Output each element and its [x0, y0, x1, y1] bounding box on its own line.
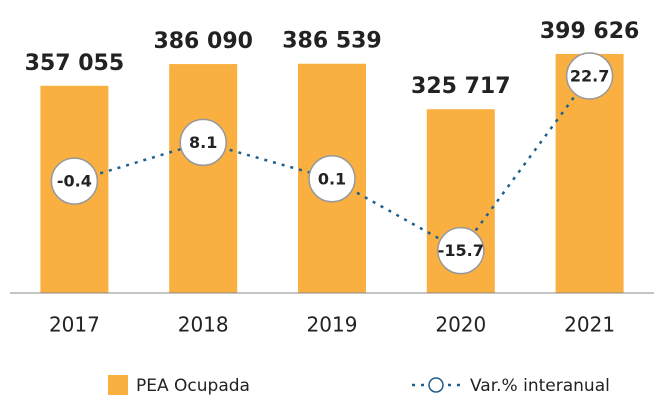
marker: [179, 118, 227, 167]
data-label: 0.1: [318, 169, 346, 188]
data-label: 325 717: [411, 74, 511, 99]
data-label: 22.7: [570, 66, 609, 85]
marker: [565, 52, 614, 100]
legend-label: Var.% interanual: [470, 376, 610, 396]
line: [74, 75, 591, 253]
data-label: 386 539: [282, 29, 382, 54]
data-label: 399 626: [540, 19, 640, 44]
x-tick-label: 2020: [435, 313, 486, 337]
legend-swatch: [108, 375, 128, 395]
data-label: 8.1: [189, 133, 217, 152]
marker: [50, 157, 99, 205]
data-label: 386 090: [153, 29, 253, 54]
data-label: -15.7: [438, 241, 484, 260]
x-tick-label: 2019: [307, 313, 358, 337]
marker: [308, 155, 356, 203]
marker: [437, 226, 485, 275]
x-tick-label: 2021: [564, 313, 615, 337]
x-tick-label: 2018: [178, 313, 229, 337]
x-tick-label: 2017: [49, 313, 100, 337]
legend-label: PEA Ocupada: [136, 376, 250, 396]
data-label: -0.4: [57, 172, 92, 191]
data-label: 357 055: [25, 51, 125, 76]
bar: [169, 64, 238, 293]
legend-swatch: [428, 377, 444, 393]
